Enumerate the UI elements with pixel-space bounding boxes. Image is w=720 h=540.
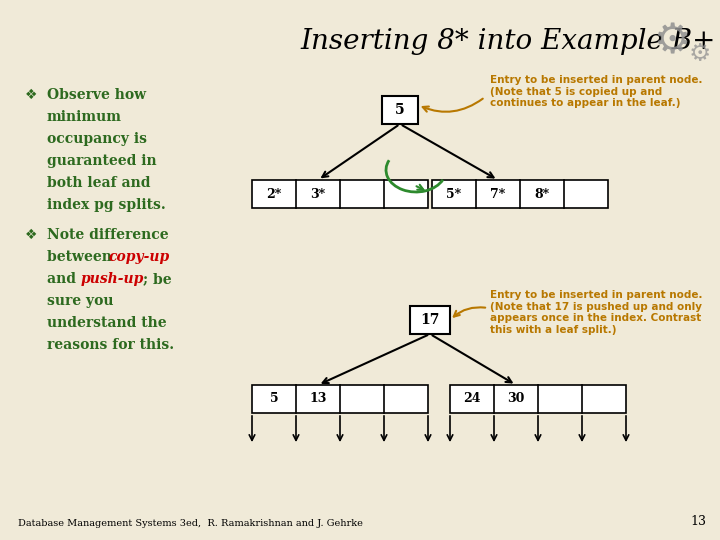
Bar — [252, 385, 428, 413]
Text: guaranteed in: guaranteed in — [47, 154, 157, 168]
Text: 5*: 5* — [446, 187, 462, 200]
Text: 2*: 2* — [266, 187, 282, 200]
Text: Observe how: Observe how — [47, 88, 146, 102]
Text: between: between — [47, 250, 117, 264]
Text: 8*: 8* — [534, 187, 549, 200]
Text: 13: 13 — [310, 393, 327, 406]
Text: 7*: 7* — [490, 187, 505, 200]
Text: Entry to be inserted in parent node.
(Note that 17 is pushed up and only
appears: Entry to be inserted in parent node. (No… — [490, 290, 703, 335]
Text: ; be: ; be — [143, 272, 171, 286]
Text: 17: 17 — [420, 313, 440, 327]
Text: reasons for this.: reasons for this. — [47, 338, 174, 352]
Text: ❖: ❖ — [25, 228, 37, 242]
Text: both leaf and: both leaf and — [47, 176, 150, 190]
Bar — [432, 180, 608, 208]
Text: 13: 13 — [690, 515, 706, 528]
Text: ❖: ❖ — [25, 88, 37, 102]
Bar — [382, 96, 418, 124]
Bar — [410, 306, 450, 334]
Bar — [450, 385, 626, 413]
Text: 24: 24 — [463, 393, 481, 406]
Text: 3*: 3* — [310, 187, 325, 200]
Text: Inserting 8* into Example B+ Tree: Inserting 8* into Example B+ Tree — [300, 28, 720, 55]
Text: ⚙: ⚙ — [689, 42, 711, 66]
Text: and: and — [47, 272, 81, 286]
Text: understand the: understand the — [47, 316, 166, 330]
Text: 5: 5 — [270, 393, 279, 406]
Text: Database Management Systems 3ed,  R. Ramakrishnan and J. Gehrke: Database Management Systems 3ed, R. Rama… — [18, 519, 363, 528]
Bar — [252, 180, 428, 208]
Text: minimum: minimum — [47, 110, 122, 124]
Text: 5: 5 — [395, 103, 405, 117]
Text: copy-up: copy-up — [109, 250, 170, 264]
Text: index pg splits.: index pg splits. — [47, 198, 166, 212]
Text: ⚙: ⚙ — [653, 20, 690, 62]
Text: push-up: push-up — [81, 272, 145, 286]
Text: Note difference: Note difference — [47, 228, 168, 242]
Text: Entry to be inserted in parent node.
(Note that 5 is copied up and
continues to : Entry to be inserted in parent node. (No… — [490, 75, 703, 108]
Text: 30: 30 — [508, 393, 525, 406]
Text: occupancy is: occupancy is — [47, 132, 147, 146]
Text: sure you: sure you — [47, 294, 114, 308]
